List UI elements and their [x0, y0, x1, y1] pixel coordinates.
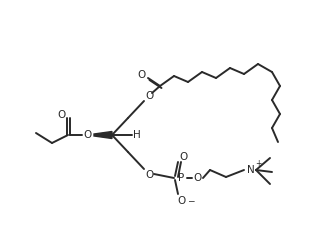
- Text: N: N: [247, 165, 255, 175]
- Text: O: O: [57, 110, 65, 120]
- Text: O: O: [138, 70, 146, 80]
- Text: O: O: [194, 173, 202, 183]
- Text: P: P: [178, 173, 184, 183]
- Text: O: O: [145, 170, 153, 180]
- Text: O: O: [145, 91, 153, 101]
- Text: −: −: [187, 196, 195, 206]
- Text: H: H: [133, 130, 141, 140]
- Text: O: O: [180, 152, 188, 162]
- Polygon shape: [94, 132, 112, 138]
- Text: O: O: [178, 196, 186, 206]
- Text: O: O: [83, 130, 91, 140]
- Text: +: +: [255, 159, 261, 168]
